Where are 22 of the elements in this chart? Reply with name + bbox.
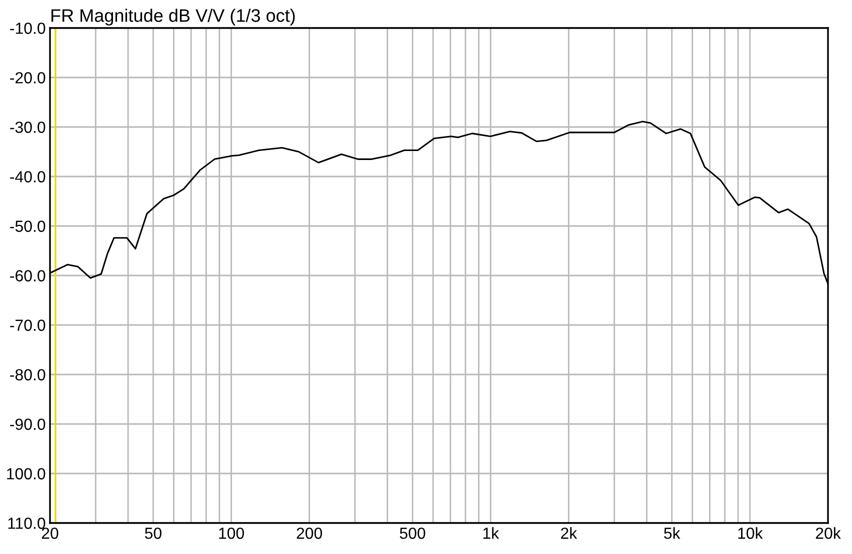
y-tick-label: -20.0: [10, 72, 46, 84]
x-tick-label: 2k: [561, 527, 578, 539]
y-tick-label: -10.0: [10, 22, 46, 34]
x-tick-label: 500: [400, 528, 426, 539]
chart-title: FR Magnitude dB V/V (1/3 oct): [51, 8, 295, 26]
y-tick-label: -30.0: [10, 122, 46, 133]
y-tick-label: -50.0: [10, 220, 46, 232]
x-tick-label: 5k: [664, 527, 680, 539]
x-tick-label: 1k: [483, 527, 500, 539]
x-tick-label: 100: [219, 528, 244, 539]
y-tick-label: -40.0: [10, 171, 46, 182]
y-tick-label: 110.0: [8, 518, 46, 529]
x-tick-label: 10k: [738, 527, 763, 539]
x-tick-label: 200: [296, 528, 322, 539]
y-tick-label: -70.0: [10, 320, 46, 331]
x-tick-label: 50: [144, 528, 162, 539]
y-tick-label: -90.0: [10, 418, 46, 430]
x-tick-label: 20k: [816, 527, 841, 539]
y-tick-label: -80.0: [10, 369, 46, 380]
y-tick-label: 100.0: [7, 468, 46, 480]
y-tick-label: -60.0: [10, 270, 46, 282]
x-tick-label: 20: [42, 528, 58, 539]
